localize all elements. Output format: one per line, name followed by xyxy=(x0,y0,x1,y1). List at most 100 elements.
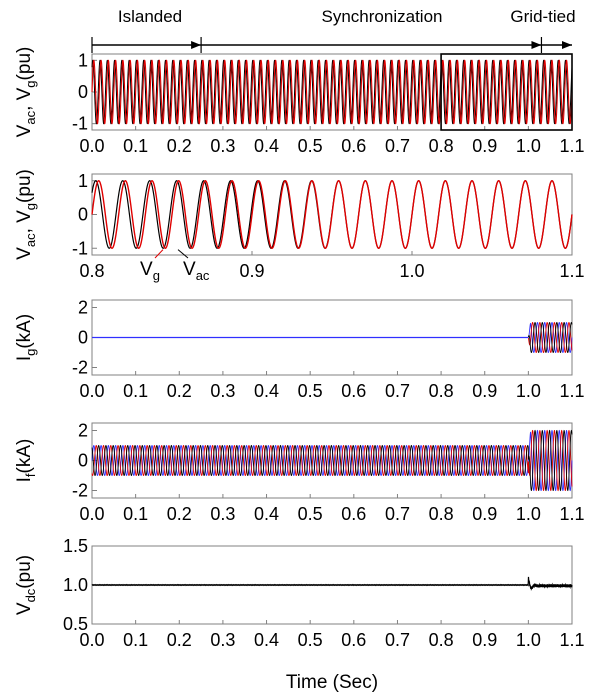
y-axis-title: If(kA) xyxy=(14,439,38,483)
y-axis-title-part: f xyxy=(23,473,38,477)
series-vg-line xyxy=(91,59,573,125)
y-axis-title-part: ac xyxy=(23,110,38,124)
x-tick-label: 0.3 xyxy=(210,630,235,650)
y-tick-label: 0 xyxy=(78,328,88,348)
series-phase-a-line xyxy=(528,321,573,354)
x-tick-label: 0.8 xyxy=(429,504,454,524)
x-tick-label: 0.6 xyxy=(341,504,366,524)
x-tick-label: 0.5 xyxy=(298,136,323,156)
y-tick-label: 2 xyxy=(78,421,88,441)
x-tick-label: 0.0 xyxy=(79,136,104,156)
y-axis-title-part: g xyxy=(23,203,38,210)
series-vdc-line xyxy=(91,576,573,591)
x-tick-label: 0.1 xyxy=(123,136,148,156)
phase-arrowhead xyxy=(531,41,542,49)
y-axis-title-text: Vac, Vg(pu) xyxy=(14,47,38,138)
x-tick-label: 1.1 xyxy=(559,136,584,156)
y-tick-label: -1 xyxy=(72,238,88,258)
x-tick-label: 0.6 xyxy=(341,630,366,650)
y-axis-title-part: (pu) xyxy=(14,169,35,203)
phase-annotation: Islanded Synchronization Grid-tied xyxy=(91,7,576,53)
series-vac-line xyxy=(91,59,573,125)
annotation-label: Vg xyxy=(140,259,160,283)
series-phase-c-line xyxy=(527,321,573,354)
y-axis-title-part: (kA) xyxy=(14,314,35,349)
y-axis-title-part: , V xyxy=(14,87,35,111)
x-tick-label: 0.6 xyxy=(341,381,366,401)
x-tick-label: 1.0 xyxy=(516,136,541,156)
y-tick-label: 1.0 xyxy=(63,575,88,595)
y-tick-label: 0 xyxy=(78,205,88,225)
x-tick-label: 0.9 xyxy=(472,504,497,524)
x-tick-label: 1.0 xyxy=(516,504,541,524)
x-tick-label: 0.8 xyxy=(429,630,454,650)
y-tick-label: 0 xyxy=(78,451,88,471)
phase-label-1: Islanded xyxy=(118,7,182,26)
y-axis-title-part: V xyxy=(14,124,35,137)
x-tick-label: 0.0 xyxy=(79,630,104,650)
x-tick-label: 0.3 xyxy=(210,136,235,156)
x-tick-label: 0.0 xyxy=(79,504,104,524)
phase-arrowhead xyxy=(191,41,202,49)
x-tick-label: 0.8 xyxy=(429,381,454,401)
x-tick-label: 1.1 xyxy=(559,261,584,281)
annotation-main: V xyxy=(183,259,196,280)
x-tick-label: 0.8 xyxy=(429,136,454,156)
y-axis-title-part: (pu) xyxy=(14,47,35,81)
x-axis-title: Time (Sec) xyxy=(286,672,378,693)
panels: 1 0 -1 0.0 0.1 0.2 0.3 0.4 0.5 0.6 0.7 0.8 0.9 1.0 1.1… xyxy=(14,47,585,650)
x-tick-label: 0.1 xyxy=(123,504,148,524)
y-axis-title-text: Ig(kA) xyxy=(14,314,38,361)
x-tick-label: 0.9 xyxy=(472,381,497,401)
y-tick-label: -2 xyxy=(72,358,88,378)
x-tick-label: 0.4 xyxy=(254,630,279,650)
y-axis-title-part: dc xyxy=(23,588,38,602)
x-tick-label: 0.3 xyxy=(210,381,235,401)
y-tick-label: 1.5 xyxy=(63,536,88,556)
phase-arrowhead xyxy=(562,41,572,49)
x-tick-label: 0.5 xyxy=(298,381,323,401)
x-tick-label: 0.5 xyxy=(298,504,323,524)
x-tick-label: 0.4 xyxy=(254,136,279,156)
annotation-sub: ac xyxy=(196,268,210,283)
x-tick-label: 0.6 xyxy=(341,136,366,156)
y-tick-label: 1 xyxy=(78,171,88,191)
x-tick-label: 1.0 xyxy=(399,261,424,281)
x-tick-label: 0.2 xyxy=(167,136,192,156)
series-vg-line xyxy=(91,180,573,249)
x-tick-label: 0.7 xyxy=(385,630,410,650)
x-tick-label: 1.0 xyxy=(516,630,541,650)
y-axis-title: Vac, Vg(pu) xyxy=(14,169,38,260)
x-tick-label: 1.1 xyxy=(559,630,584,650)
x-tick-label: 0.9 xyxy=(472,630,497,650)
x-tick-label: 0.8 xyxy=(79,261,104,281)
y-axis-title: Ig(kA) xyxy=(14,314,38,361)
x-tick-label: 0.5 xyxy=(298,630,323,650)
series-phase-b-line xyxy=(527,321,573,354)
x-tick-label: 0.4 xyxy=(254,504,279,524)
y-axis-title-part: , V xyxy=(14,210,35,234)
x-tick-label: 1.1 xyxy=(559,381,584,401)
y-axis-title-part: (kA) xyxy=(14,439,35,474)
x-tick-label: 0.7 xyxy=(385,504,410,524)
x-tick-label: 0.0 xyxy=(79,381,104,401)
x-tick-label: 1.1 xyxy=(559,504,584,524)
y-tick-label: 0.5 xyxy=(63,614,88,634)
y-axis-title-part: (pu) xyxy=(14,555,35,589)
annotation-main: V xyxy=(140,259,153,280)
y-axis-title-part: g xyxy=(23,349,38,356)
annotation-arrow xyxy=(177,249,189,259)
y-axis-title-text: Vdc(pu) xyxy=(14,555,38,615)
x-tick-label: 0.1 xyxy=(123,381,148,401)
x-tick-label: 0.3 xyxy=(210,504,235,524)
phase-label-2: Synchronization xyxy=(322,7,443,26)
x-tick-label: 0.4 xyxy=(254,381,279,401)
y-axis-title-part: V xyxy=(14,247,35,260)
annotation-arrow xyxy=(154,249,164,259)
series-phase-c-line xyxy=(91,429,573,492)
y-tick-label: -2 xyxy=(72,481,88,501)
y-axis-title: Vac, Vg(pu) xyxy=(14,47,38,138)
x-tick-label: 0.2 xyxy=(167,504,192,524)
annotation-sub: g xyxy=(153,268,160,283)
